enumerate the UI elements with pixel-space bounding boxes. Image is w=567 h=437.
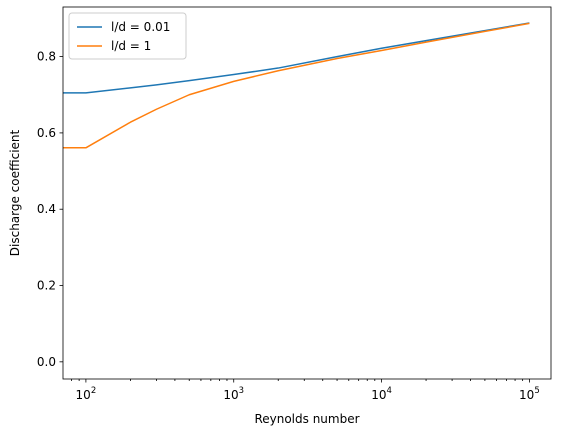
y-tick-label-1: 0.2 [37,279,56,293]
series-line-2 [63,22,530,149]
x-tick-label-1: 103 [223,386,244,402]
series-line-1 [63,22,530,94]
legend: l/d = 0.01 l/d = 1 [68,12,187,60]
x-tick-label-0: 102 [76,386,97,402]
x-tick-label-3: 105 [519,386,540,402]
axes-frame [62,6,552,380]
x-tick-label-2: 104 [371,386,392,402]
y-tick-label-3: 0.6 [37,126,56,140]
legend-label-1: l/d = 0.01 [111,20,170,34]
y-axis-label: Discharge coefficient [8,129,22,256]
x-axis-label: Reynolds number [254,412,359,426]
legend-box [68,12,187,60]
series-layer [63,22,530,149]
y-tick-label-0: 0.0 [37,355,56,369]
y-tick-label-4: 0.8 [37,50,56,64]
y-tick-label-2: 0.4 [37,202,56,216]
axes-layer: 0.0 0.2 0.4 0.6 0.8 102 103 104 105 [37,6,552,402]
legend-label-2: l/d = 1 [111,39,151,53]
